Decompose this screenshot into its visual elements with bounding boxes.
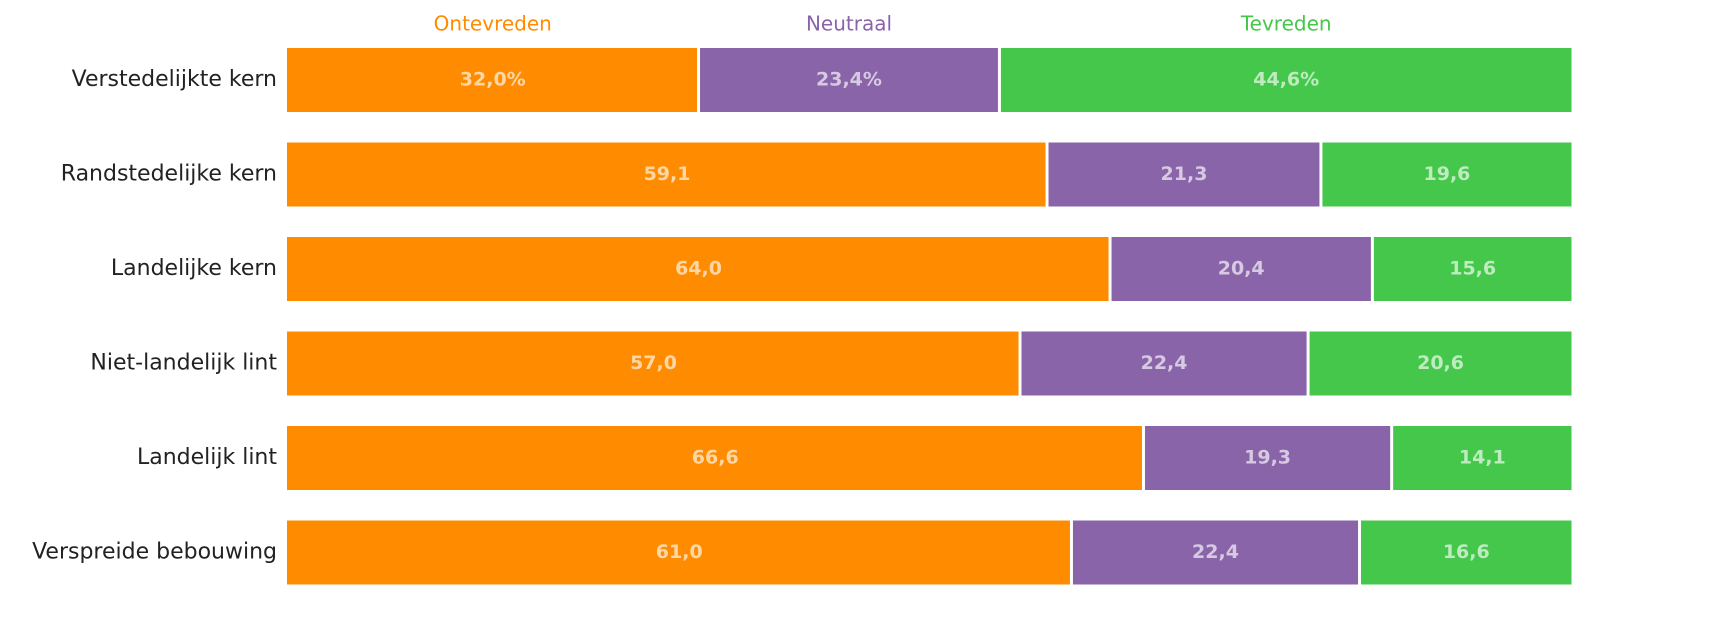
value-label: 19,3 <box>1244 447 1291 469</box>
category-label: Randstedelijke kern <box>61 162 277 187</box>
value-label: 23,4% <box>816 69 882 91</box>
bar-segment <box>287 426 1142 490</box>
bar-segment <box>287 520 1070 585</box>
value-label: 20,4 <box>1218 258 1265 280</box>
bar-segment <box>287 331 1019 396</box>
bar-segment <box>1021 331 1307 396</box>
category-label: Landelijk lint <box>137 445 277 470</box>
bar-segment <box>287 237 1109 301</box>
value-label: 61,0 <box>656 541 703 563</box>
value-label: 15,6 <box>1449 258 1496 280</box>
legend-label: Ontevreden <box>434 12 552 36</box>
value-label: 64,0 <box>675 258 722 280</box>
bar-segment <box>1393 426 1572 490</box>
bar-segment <box>287 48 698 112</box>
category-label: Verspreide bebouwing <box>32 540 277 565</box>
bar-segment <box>1309 331 1572 396</box>
value-label: 32,0% <box>460 69 526 91</box>
value-label: 59,1 <box>644 163 691 185</box>
value-label: 66,6 <box>692 447 739 469</box>
bar-segment <box>1111 237 1371 301</box>
value-label: 20,6 <box>1417 352 1464 374</box>
legend-label: Neutraal <box>806 12 892 36</box>
bar-segment <box>1144 426 1391 490</box>
category-label: Landelijke kern <box>111 256 277 281</box>
value-label: 14,1 <box>1459 447 1506 469</box>
value-label: 22,4 <box>1141 352 1188 374</box>
bar-segment <box>287 142 1046 207</box>
bar-segment <box>1048 142 1320 207</box>
bar-segment <box>700 48 998 112</box>
bar-segment <box>1072 520 1359 585</box>
category-label: Niet-landelijk lint <box>90 351 277 376</box>
legend-label: Tevreden <box>1240 12 1332 36</box>
value-label: 57,0 <box>630 352 677 374</box>
category-label: Verstedelijkte kern <box>72 67 277 92</box>
value-label: 21,3 <box>1161 163 1208 185</box>
value-label: 44,6% <box>1253 69 1319 91</box>
bar-segment <box>1373 237 1572 301</box>
value-label: 16,6 <box>1443 541 1490 563</box>
bar-segment <box>1361 520 1572 585</box>
bar-segment <box>1000 48 1572 112</box>
value-label: 19,6 <box>1424 163 1471 185</box>
value-label: 22,4 <box>1192 541 1239 563</box>
bar-segment <box>1322 142 1572 207</box>
